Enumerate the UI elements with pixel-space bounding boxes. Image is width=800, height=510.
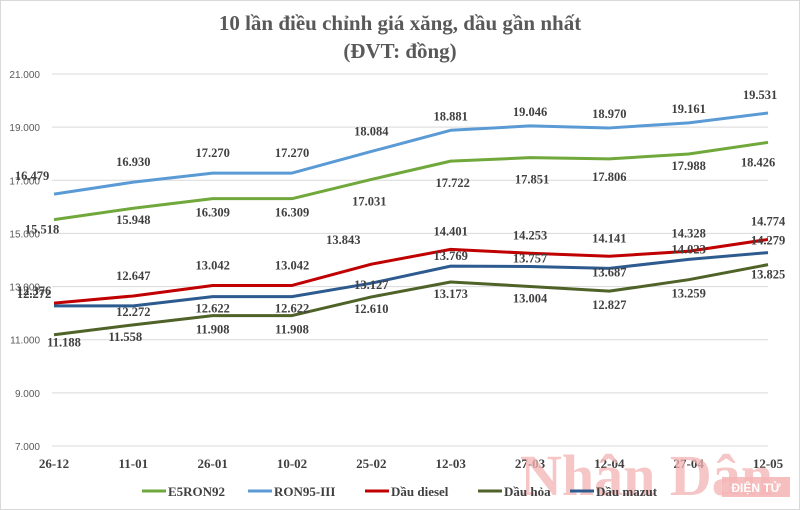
data-label: 17.031 bbox=[352, 194, 386, 208]
y-tick-label: 9.000 bbox=[15, 389, 40, 400]
data-label: 19.161 bbox=[671, 102, 705, 116]
data-label: 18.084 bbox=[354, 124, 389, 138]
data-label: 16.930 bbox=[116, 155, 150, 169]
data-label: 14.023 bbox=[671, 242, 705, 256]
x-tick-label: 27-03 bbox=[515, 456, 546, 471]
data-label: 19.046 bbox=[513, 105, 547, 119]
data-label: 13.825 bbox=[751, 268, 785, 282]
x-tick-label: 26-01 bbox=[197, 456, 227, 471]
data-label: 13.687 bbox=[592, 265, 626, 279]
data-label: 15.518 bbox=[25, 223, 59, 237]
watermark-tag: ĐIỆN TỬ bbox=[731, 480, 780, 495]
data-label: 12.376 bbox=[17, 284, 51, 298]
data-label: 13.127 bbox=[354, 278, 388, 292]
data-label: 16.479 bbox=[15, 169, 49, 183]
data-label: 14.141 bbox=[592, 231, 626, 245]
data-label: 13.843 bbox=[326, 233, 360, 247]
data-label: 11.908 bbox=[196, 323, 230, 337]
data-label: 14.774 bbox=[751, 214, 786, 228]
watermark-logo: Nhân Dân bbox=[520, 443, 773, 508]
data-label: 12.622 bbox=[275, 302, 309, 316]
x-tick-label: 25-02 bbox=[356, 456, 386, 471]
watermark-badge bbox=[722, 477, 790, 497]
data-label: 17.988 bbox=[671, 159, 705, 173]
data-label: 14.279 bbox=[751, 234, 785, 248]
x-tick-label: 12-04 bbox=[594, 456, 625, 471]
y-tick-label: 19.000 bbox=[9, 123, 40, 134]
y-tick-label: 7.000 bbox=[15, 442, 40, 453]
y-tick-label: 13.000 bbox=[9, 283, 40, 294]
data-label: 17.270 bbox=[275, 146, 309, 160]
data-label: 12.622 bbox=[195, 302, 229, 316]
data-label: 13.769 bbox=[433, 249, 467, 263]
data-label: 14.253 bbox=[513, 228, 547, 242]
data-label: 17.270 bbox=[195, 146, 229, 160]
legend-label: Dầu hỏa bbox=[504, 484, 551, 499]
legend-label: RON95-III bbox=[274, 484, 335, 499]
series-line-d-u-diesel bbox=[53, 237, 769, 305]
legend-label: Dầu mazut bbox=[596, 484, 658, 499]
data-label: 11.908 bbox=[275, 323, 309, 337]
legend-label: Dầu diesel bbox=[391, 484, 449, 499]
x-tick-label: 12-03 bbox=[435, 456, 466, 471]
data-label: 13.259 bbox=[671, 287, 705, 301]
data-label: 12.272 bbox=[17, 287, 51, 301]
legend-label: E5RON92 bbox=[168, 484, 225, 499]
data-label: 13.042 bbox=[275, 258, 309, 272]
data-label: 12.610 bbox=[354, 302, 388, 316]
chart-title: 10 lần điều chỉnh giá xăng, dầu gần nhất bbox=[218, 11, 582, 35]
x-tick-label: 11-01 bbox=[119, 456, 149, 471]
y-tick-label: 17.000 bbox=[9, 176, 40, 187]
data-label: 18.970 bbox=[592, 107, 626, 121]
y-tick-label: 11.000 bbox=[10, 336, 40, 347]
series-line-ron95-iii bbox=[53, 111, 769, 196]
data-label: 13.757 bbox=[513, 251, 547, 265]
data-label: 17.806 bbox=[592, 170, 626, 184]
data-label: 13.042 bbox=[195, 258, 229, 272]
data-label: 13.173 bbox=[433, 287, 467, 301]
data-label: 18.426 bbox=[741, 155, 775, 169]
data-label: 17.722 bbox=[435, 176, 469, 190]
series-line-d-u-h-a bbox=[53, 263, 769, 337]
x-tick-label: 12-05 bbox=[753, 456, 784, 471]
x-tick-label: 27-04 bbox=[673, 456, 704, 471]
data-label: 14.328 bbox=[671, 226, 705, 240]
data-label: 12.647 bbox=[116, 269, 150, 283]
x-tick-label: 10-02 bbox=[277, 456, 307, 471]
data-label: 19.531 bbox=[743, 88, 777, 102]
data-label: 18.881 bbox=[433, 109, 467, 123]
data-label: 16.309 bbox=[195, 206, 229, 220]
series-line-e5ron92 bbox=[53, 140, 769, 222]
data-label: 11.188 bbox=[47, 336, 81, 350]
data-label: 11.558 bbox=[108, 330, 142, 344]
data-label: 15.948 bbox=[116, 213, 150, 227]
data-label: 14.401 bbox=[433, 224, 467, 238]
data-label: 12.827 bbox=[592, 298, 626, 312]
data-label: 17.851 bbox=[515, 173, 549, 187]
data-label: 13.004 bbox=[513, 291, 548, 305]
y-tick-label: 15.000 bbox=[9, 229, 40, 240]
data-label: 16.309 bbox=[275, 206, 309, 220]
y-tick-label: 21.000 bbox=[9, 70, 40, 81]
series-line-d-u-mazut bbox=[54, 251, 769, 308]
chart-subtitle: (ĐVT: đồng) bbox=[343, 39, 457, 63]
data-label: 12.272 bbox=[116, 305, 150, 319]
x-tick-label: 26-12 bbox=[39, 456, 69, 471]
